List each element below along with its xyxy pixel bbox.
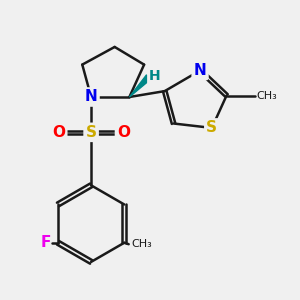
Text: O: O xyxy=(117,125,130,140)
Text: H: H xyxy=(149,69,161,83)
Text: N: N xyxy=(194,63,206,78)
Text: S: S xyxy=(85,125,97,140)
Polygon shape xyxy=(129,75,151,97)
Text: CH₃: CH₃ xyxy=(132,239,152,249)
Text: N: N xyxy=(85,89,98,104)
Text: F: F xyxy=(40,235,51,250)
Text: O: O xyxy=(52,125,65,140)
Text: CH₃: CH₃ xyxy=(256,91,277,100)
Text: S: S xyxy=(206,120,217,135)
